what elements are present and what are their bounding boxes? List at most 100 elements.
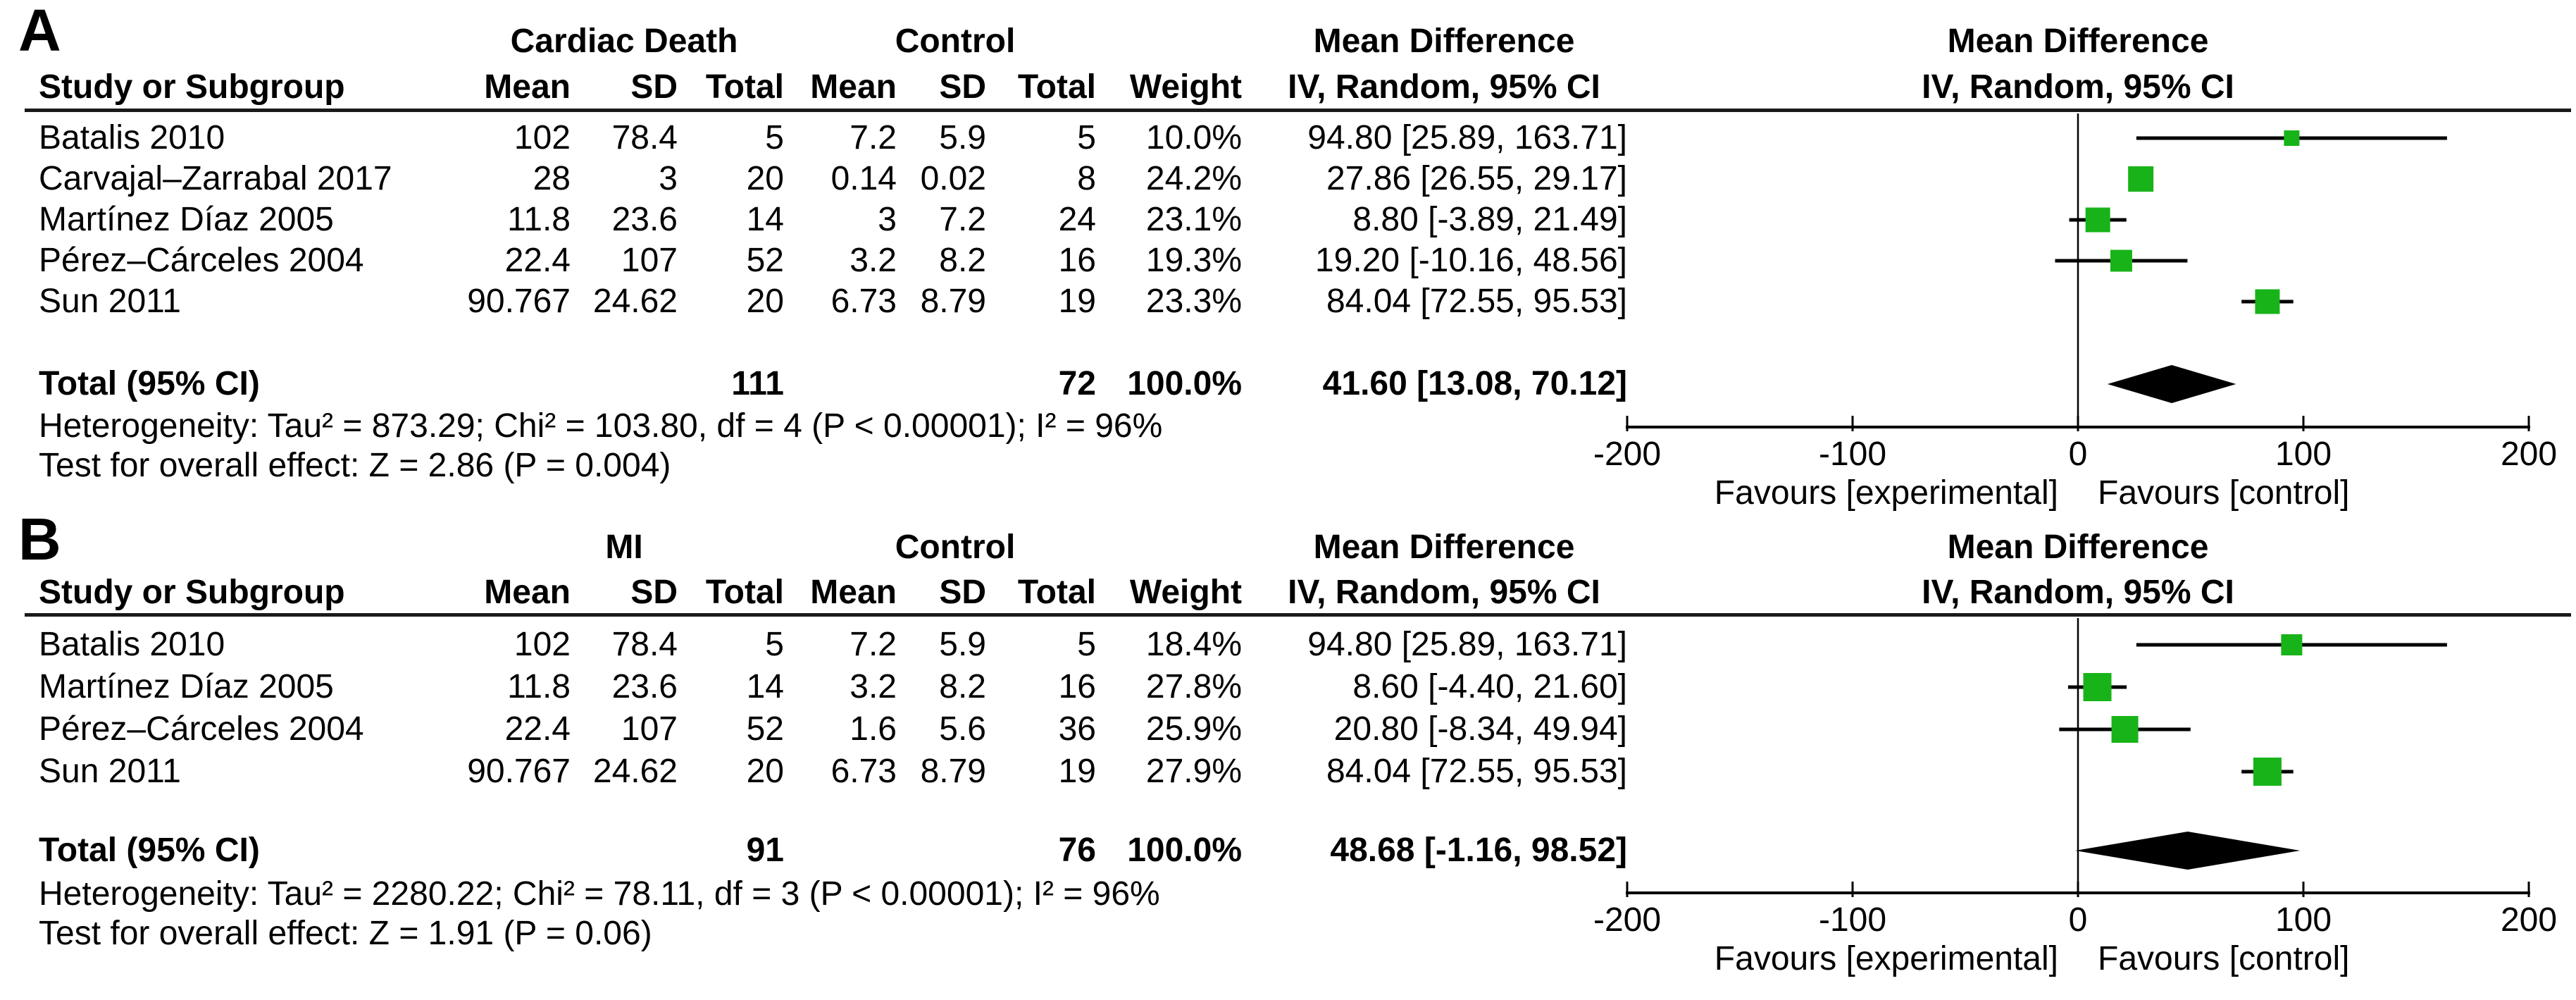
- favours-right-label: Favours [control]: [2098, 940, 2349, 977]
- study-name: Batalis 2010: [39, 119, 225, 156]
- total-control: 19: [1058, 753, 1096, 790]
- plot-header: Mean Difference: [1947, 529, 2209, 566]
- weight: 27.8%: [1145, 668, 1242, 705]
- mean-experimental: 90.767: [467, 283, 571, 320]
- study-name: Sun 2011: [39, 283, 181, 320]
- ci-text: 27.86 [26.55, 29.17]: [1326, 160, 1627, 197]
- pooled-diamond: [2107, 365, 2236, 403]
- study-name: Sun 2011: [39, 753, 181, 790]
- column-header-total-ctrl: Total: [1017, 68, 1096, 106]
- effect-column-header: Mean Difference: [1313, 529, 1575, 566]
- study-name: Pérez–Cárceles 2004: [39, 710, 364, 748]
- total-n-exp: 111: [731, 365, 784, 402]
- weight: 27.9%: [1145, 753, 1242, 790]
- ci-text: 84.04 [72.55, 95.53]: [1326, 753, 1627, 790]
- header-rule: [25, 109, 2571, 112]
- effect-marker: [2253, 758, 2282, 786]
- group1-header: MI: [605, 529, 643, 566]
- mean-experimental: 11.8: [507, 668, 571, 705]
- weight: 10.0%: [1145, 119, 1242, 156]
- total-n-exp: 91: [746, 832, 784, 869]
- mean-control: 1.6: [850, 710, 897, 748]
- weight: 23.3%: [1145, 283, 1242, 320]
- column-header-total-exp: Total: [705, 68, 784, 106]
- total-control: 5: [1077, 626, 1096, 663]
- favours-right-label: Favours [control]: [2098, 474, 2349, 512]
- overall-effect-text: Test for overall effect: Z = 1.91 (P = 0…: [39, 915, 652, 952]
- total-row-label: Total (95% CI): [39, 832, 260, 869]
- ci-text: 84.04 [72.55, 95.53]: [1326, 283, 1627, 320]
- column-header-sd-exp: SD: [630, 68, 678, 106]
- column-header-mean-exp: Mean: [484, 68, 571, 106]
- column-header-weight: Weight: [1129, 574, 1242, 611]
- sd-experimental: 24.62: [592, 283, 678, 320]
- weight: 18.4%: [1145, 626, 1242, 663]
- favours-left-label: Favours [experimental]: [1715, 940, 2058, 977]
- plot-subheader: IV, Random, 95% CI: [1922, 574, 2234, 611]
- mean-control: 3.2: [850, 242, 897, 279]
- total-experimental: 20: [746, 283, 784, 320]
- sd-experimental: 24.62: [592, 753, 678, 790]
- panel-label: B: [18, 506, 61, 572]
- mean-control: 0.14: [830, 160, 897, 197]
- column-header-mean-exp: Mean: [484, 574, 571, 611]
- study-name: Batalis 2010: [39, 626, 225, 663]
- total-experimental: 52: [746, 242, 784, 279]
- mean-control: 7.2: [850, 119, 897, 156]
- mean-experimental: 22.4: [504, 242, 571, 279]
- favours-left-label: Favours [experimental]: [1715, 474, 2058, 512]
- mean-experimental: 28: [533, 160, 571, 197]
- forest-plot-panel-b: -200 -100 0 100 200 Favours [experimental] Fav…: [1593, 618, 2557, 977]
- effect-marker: [2083, 673, 2112, 701]
- sd-control: 8.2: [939, 242, 986, 279]
- effect-marker: [2128, 166, 2154, 192]
- column-header-ci: IV, Random, 95% CI: [1288, 68, 1600, 106]
- sd-control: 8.2: [939, 668, 986, 705]
- effect-marker: [2110, 249, 2132, 272]
- effect-marker: [2281, 634, 2303, 655]
- total-experimental: 5: [765, 119, 784, 156]
- effect-column-header: Mean Difference: [1313, 23, 1575, 60]
- total-experimental: 20: [746, 160, 784, 197]
- effect-marker: [2085, 207, 2110, 233]
- effect-marker: [2284, 130, 2300, 146]
- group2-header: Control: [895, 23, 1016, 60]
- axis-tick-label: -100: [1819, 901, 1886, 939]
- plot-subheader: IV, Random, 95% CI: [1922, 68, 2234, 106]
- effect-marker: [2111, 716, 2139, 743]
- sd-experimental: 107: [621, 710, 678, 748]
- group2-header: Control: [895, 529, 1016, 566]
- total-experimental: 14: [746, 668, 784, 705]
- mean-control: 6.73: [830, 753, 897, 790]
- sd-control: 0.02: [920, 160, 986, 197]
- sd-experimental: 23.6: [611, 668, 678, 705]
- sd-control: 5.6: [939, 710, 986, 748]
- sd-experimental: 107: [621, 242, 678, 279]
- axis-tick-label: 100: [2275, 436, 2332, 473]
- ci-text: 94.80 [25.89, 163.71]: [1307, 626, 1627, 663]
- total-n-ctrl: 76: [1058, 832, 1096, 869]
- study-name: Martínez Díaz 2005: [39, 668, 334, 705]
- total-control: 24: [1058, 201, 1096, 238]
- ci-text: 8.60 [-4.40, 21.60]: [1352, 668, 1627, 705]
- total-control: 16: [1058, 242, 1096, 279]
- ci-text: 94.80 [25.89, 163.71]: [1307, 119, 1627, 156]
- heterogeneity-text: Heterogeneity: Tau² = 873.29; Chi² = 103…: [39, 407, 1163, 445]
- axis-tick-label: -200: [1593, 436, 1661, 473]
- group1-header: Cardiac Death: [510, 23, 738, 60]
- heterogeneity-text: Heterogeneity: Tau² = 2280.22; Chi² = 78…: [39, 875, 1160, 913]
- total-experimental: 5: [765, 626, 784, 663]
- mean-experimental: 102: [514, 119, 571, 156]
- total-experimental: 14: [746, 201, 784, 238]
- column-header-sd-exp: SD: [630, 574, 678, 611]
- total-row-label: Total (95% CI): [39, 365, 260, 402]
- total-experimental: 52: [746, 710, 784, 748]
- ci-text: 19.20 [-10.16, 48.56]: [1314, 242, 1627, 279]
- sd-control: 8.79: [920, 283, 986, 320]
- mean-experimental: 102: [514, 626, 571, 663]
- total-ci-label: 48.68 [-1.16, 98.52]: [1330, 832, 1627, 869]
- forest-plot-panel-a: -200 -100 0 100 200 Favours [experimental] Fav…: [1593, 113, 2557, 512]
- column-header-weight: Weight: [1129, 68, 1242, 106]
- study-name: Martínez Díaz 2005: [39, 201, 334, 238]
